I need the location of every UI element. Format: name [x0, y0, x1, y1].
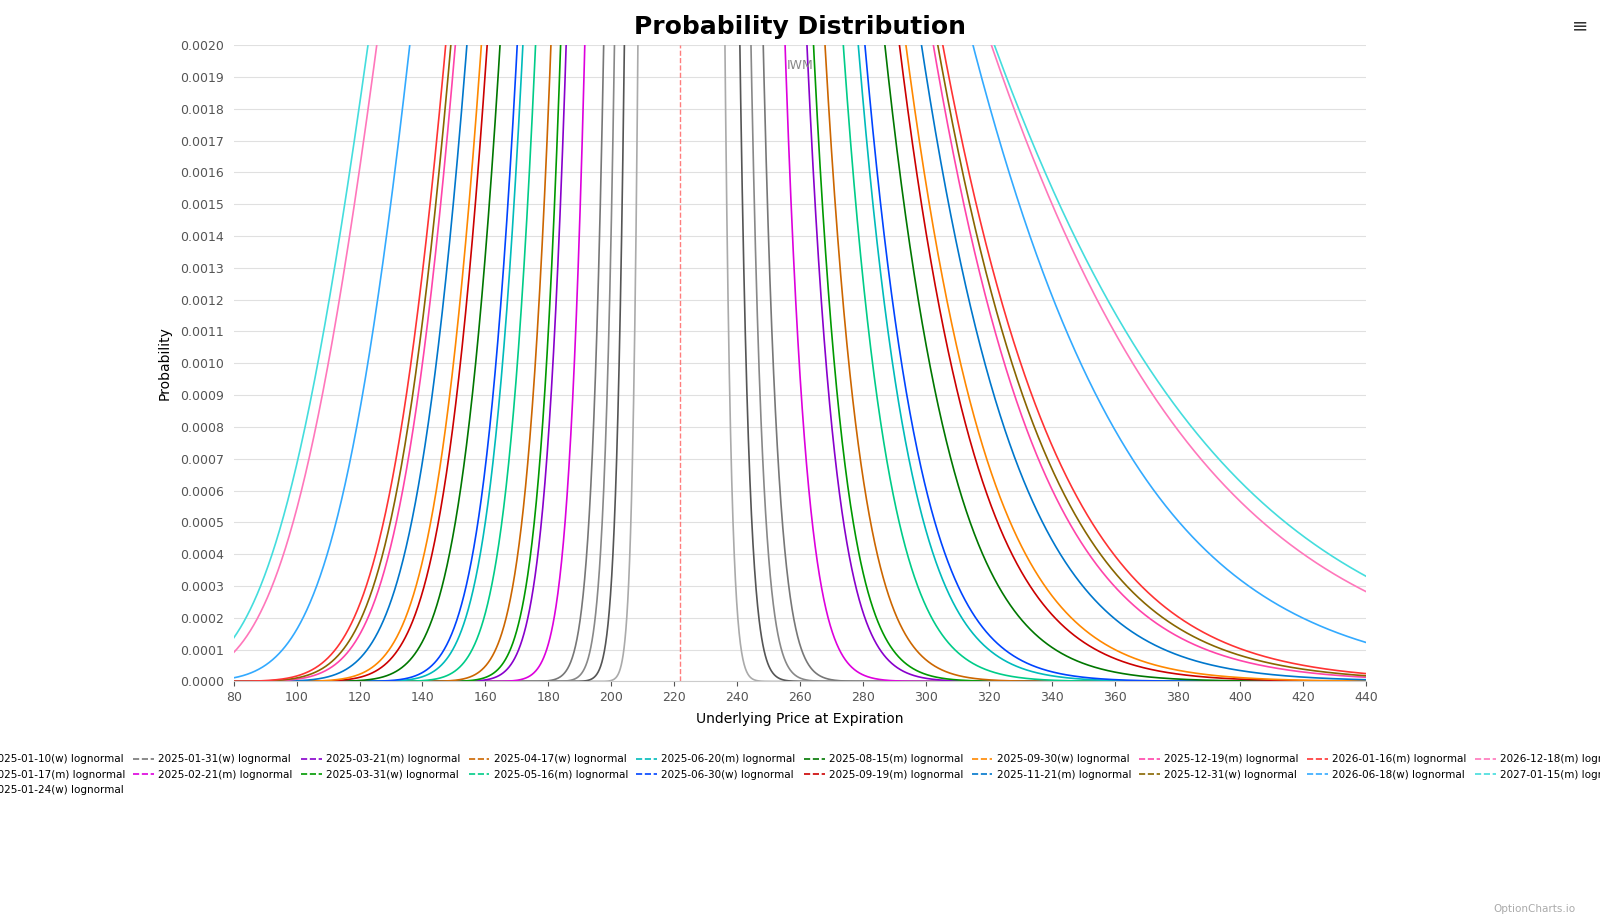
Text: IWM: IWM: [787, 59, 813, 72]
Legend: 2025-01-10(w) lognormal, 2025-01-17(m) lognormal, 2025-01-24(w) lognormal, 2025-: 2025-01-10(w) lognormal, 2025-01-17(m) l…: [0, 750, 1600, 799]
X-axis label: Underlying Price at Expiration: Underlying Price at Expiration: [696, 713, 904, 726]
Y-axis label: Probability: Probability: [158, 327, 171, 401]
Title: Probability Distribution: Probability Distribution: [634, 15, 966, 39]
Text: ≡: ≡: [1573, 17, 1589, 36]
Text: OptionCharts.io: OptionCharts.io: [1494, 904, 1576, 914]
